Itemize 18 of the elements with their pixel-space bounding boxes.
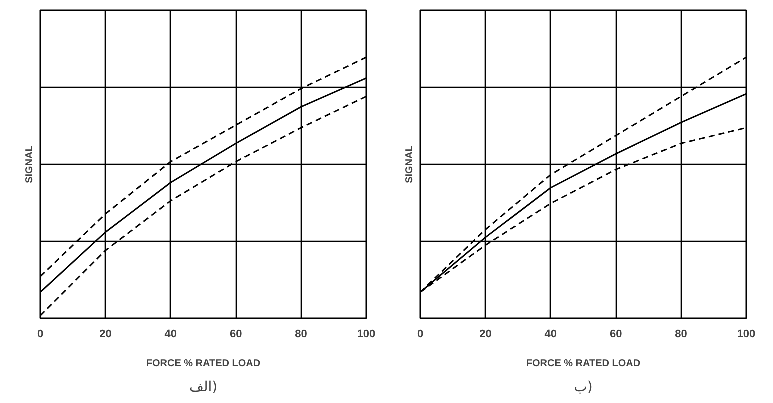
x-tick-label: 0 [417,328,424,340]
x-tick-label: 40 [164,328,178,340]
x-tick-label: 100 [737,328,756,340]
y-axis-title: SIGNAL [404,146,416,184]
text: الف) [189,380,218,396]
x-tick-label: 60 [610,328,622,340]
x-tick-label: 80 [675,328,688,340]
x-tick-label: 60 [230,328,242,340]
y-axis-title: SIGNAL [24,146,36,184]
x-tick-label: 80 [295,328,308,340]
x-tick-label: 100 [357,328,376,340]
text: ب) [574,380,593,396]
x-axis-title: FORCE % RATED LOAD [146,358,261,370]
x-tick-label: 40 [544,328,558,340]
x-tick-label: 0 [37,328,44,340]
x-tick-label: 20 [480,328,492,340]
x-tick-label: 20 [100,328,112,340]
x-axis-title: FORCE % RATED LOAD [526,358,641,370]
